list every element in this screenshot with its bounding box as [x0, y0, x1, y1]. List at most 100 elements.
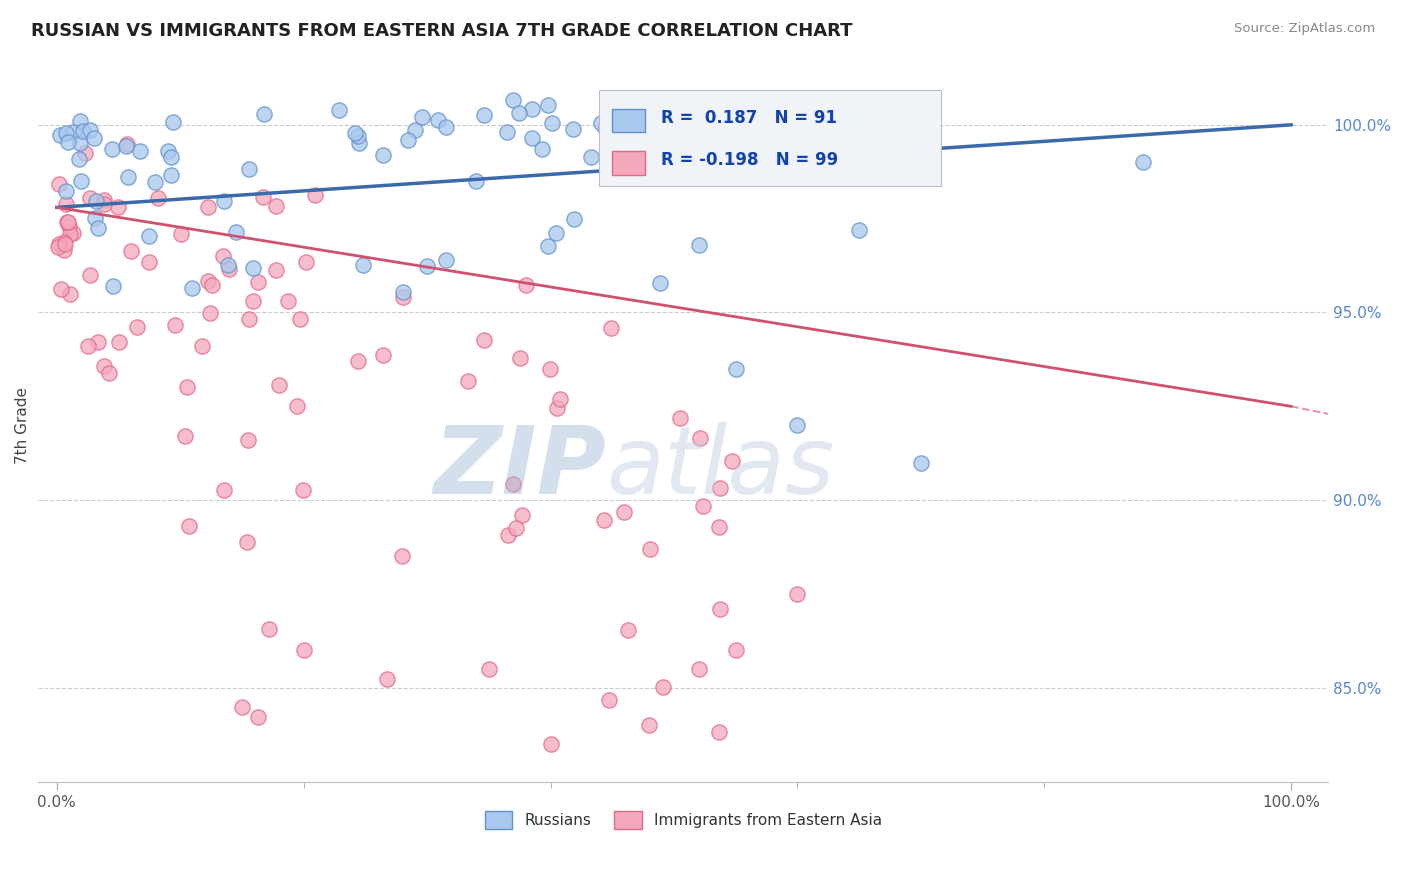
Point — [55, 197, 77, 211]
Point — [58, 219, 80, 234]
Point — [848, 223, 870, 237]
Text: Source: ZipAtlas.com: Source: ZipAtlas.com — [1234, 22, 1375, 36]
Point — [159, 150, 181, 164]
Point — [212, 194, 235, 208]
Point — [59, 287, 82, 301]
Point — [599, 321, 621, 335]
Point — [465, 174, 488, 188]
Point — [55, 184, 77, 198]
Point — [46, 239, 69, 253]
Point — [56, 214, 79, 228]
Point — [236, 534, 259, 549]
Point — [62, 226, 84, 240]
Point — [579, 150, 602, 164]
Point — [264, 199, 287, 213]
Point — [496, 126, 519, 140]
Point — [347, 354, 370, 368]
Point — [84, 194, 107, 208]
Bar — [612, 152, 644, 175]
Point — [264, 263, 287, 277]
Point — [48, 177, 70, 191]
Point — [138, 229, 160, 244]
Point — [73, 145, 96, 160]
Point — [502, 94, 524, 108]
Point — [56, 135, 79, 149]
Point — [225, 225, 247, 239]
Point — [709, 519, 731, 533]
Point — [396, 133, 419, 147]
Point — [231, 699, 253, 714]
Point — [564, 212, 586, 227]
Point — [93, 193, 115, 207]
FancyBboxPatch shape — [599, 90, 941, 186]
Point — [93, 359, 115, 373]
Point — [688, 238, 710, 252]
Point — [157, 144, 180, 158]
Point — [721, 454, 744, 468]
Point — [546, 226, 568, 240]
Point — [79, 191, 101, 205]
Point — [508, 106, 530, 120]
Point — [638, 718, 661, 732]
Point — [540, 116, 562, 130]
Point — [371, 147, 394, 161]
Point — [217, 258, 239, 272]
Point — [72, 123, 94, 137]
Point — [392, 290, 415, 304]
Point — [77, 339, 100, 353]
Point — [197, 274, 219, 288]
Point — [530, 142, 553, 156]
Point — [352, 258, 374, 272]
Point — [411, 110, 433, 124]
Point — [644, 127, 666, 141]
Text: RUSSIAN VS IMMIGRANTS FROM EASTERN ASIA 7TH GRADE CORRELATION CHART: RUSSIAN VS IMMIGRANTS FROM EASTERN ASIA … — [31, 22, 852, 40]
Point — [174, 429, 197, 443]
Legend: Russians, Immigrants from Eastern Asia: Russians, Immigrants from Eastern Asia — [478, 805, 889, 835]
Point — [589, 116, 612, 130]
Point — [426, 113, 449, 128]
Point — [548, 392, 571, 406]
Point — [709, 481, 731, 495]
Point — [238, 161, 260, 176]
Point — [246, 710, 269, 724]
Point — [181, 281, 204, 295]
Point — [786, 418, 808, 433]
Point — [472, 108, 495, 122]
Point — [86, 334, 108, 349]
Point — [117, 169, 139, 184]
Point — [79, 268, 101, 282]
Point — [53, 243, 76, 257]
Point — [522, 102, 544, 116]
Point — [392, 285, 415, 300]
Point — [285, 399, 308, 413]
Point — [537, 97, 560, 112]
Point — [537, 239, 560, 253]
Point — [346, 128, 368, 143]
Point — [295, 255, 318, 269]
Point — [87, 221, 110, 235]
Point — [98, 366, 121, 380]
Point — [910, 456, 932, 470]
Point — [709, 602, 731, 616]
Point — [267, 378, 290, 392]
Point — [69, 113, 91, 128]
Point — [201, 277, 224, 292]
Point — [83, 130, 105, 145]
Point — [52, 235, 75, 249]
Point — [328, 103, 350, 118]
Point — [502, 476, 524, 491]
Point — [692, 499, 714, 513]
Point — [176, 380, 198, 394]
Point — [55, 126, 77, 140]
Point — [143, 175, 166, 189]
Point — [48, 237, 70, 252]
Point — [505, 521, 527, 535]
Point — [84, 211, 107, 225]
Point — [212, 483, 235, 498]
Point — [472, 333, 495, 347]
Point — [724, 361, 747, 376]
Point — [242, 261, 264, 276]
Point — [62, 125, 84, 139]
Point — [197, 200, 219, 214]
Point — [212, 249, 235, 263]
